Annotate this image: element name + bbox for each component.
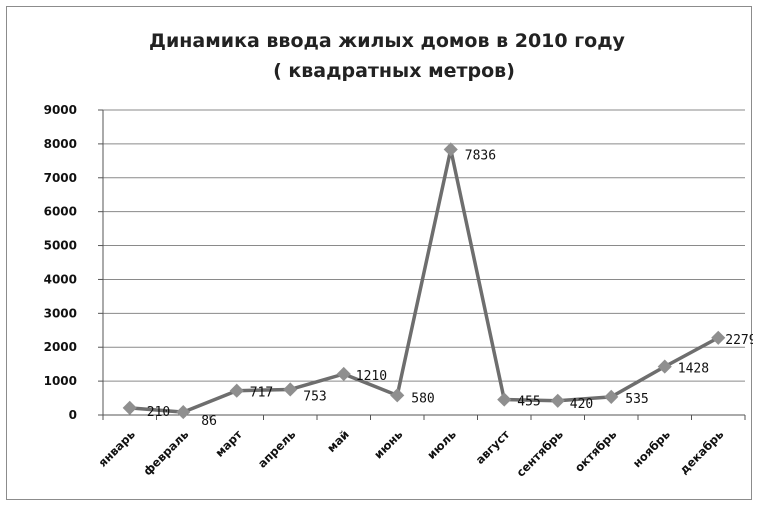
y-tick-label: 5000 bbox=[44, 239, 77, 253]
data-labels: 210 86 717 753 1210 580 7836 455 420 535 1428 2279 bbox=[147, 148, 753, 429]
data-point-marker bbox=[122, 400, 137, 415]
data-label: 455 bbox=[517, 395, 540, 410]
y-tick-label: 7000 bbox=[44, 171, 77, 185]
y-tick-label: 1000 bbox=[44, 374, 77, 388]
data-point-marker bbox=[176, 405, 191, 420]
data-markers bbox=[122, 142, 726, 420]
x-axis-tick-labels: январь февраль март апрель май июнь июль август… bbox=[96, 427, 727, 480]
data-label: 1428 bbox=[678, 362, 709, 377]
x-tick-label: ноябрь bbox=[630, 427, 673, 470]
data-label: 420 bbox=[570, 397, 593, 412]
data-point-marker bbox=[390, 388, 405, 403]
x-tick-label: февраль bbox=[140, 427, 191, 478]
data-label: 535 bbox=[625, 392, 648, 407]
y-tick-label: 9000 bbox=[44, 103, 77, 117]
x-tick-label: август bbox=[473, 427, 513, 467]
data-point-marker bbox=[283, 382, 298, 397]
y-tick-label: 2000 bbox=[44, 340, 77, 354]
data-label: 580 bbox=[411, 391, 434, 406]
data-point-marker bbox=[336, 366, 351, 382]
y-tick-label: 4000 bbox=[44, 272, 77, 286]
data-label: 1210 bbox=[356, 369, 387, 384]
y-tick-label: 3000 bbox=[44, 306, 77, 320]
y-axis-tick-labels: 0 1000 2000 3000 4000 5000 6000 7000 8000 9000 bbox=[44, 103, 77, 422]
data-label: 717 bbox=[250, 386, 273, 401]
data-point-marker bbox=[497, 392, 512, 407]
x-tick-label: октябрь bbox=[572, 427, 620, 475]
data-point-marker bbox=[604, 389, 619, 404]
x-tick-label: сентябрь bbox=[513, 427, 565, 479]
y-tick-label: 0 bbox=[69, 408, 77, 422]
x-tick-label: март bbox=[212, 427, 245, 460]
chart-frame: Динамика ввода жилых домов в 2010 году (… bbox=[6, 6, 753, 500]
y-tick-label: 6000 bbox=[44, 205, 77, 219]
axes bbox=[98, 109, 746, 420]
series-line-group bbox=[129, 147, 720, 414]
y-tick-label: 8000 bbox=[44, 137, 77, 151]
line-chart: Динамика ввода жилых домов в 2010 году (… bbox=[44, 30, 753, 480]
data-label: 753 bbox=[303, 389, 326, 404]
data-label: 2279 bbox=[725, 333, 753, 348]
data-point-marker bbox=[550, 393, 565, 408]
data-label: 86 bbox=[201, 414, 217, 429]
x-tick-label: декабрь bbox=[677, 427, 727, 477]
series-line bbox=[129, 147, 720, 414]
chart-title: Динамика ввода жилых домов в 2010 году bbox=[149, 30, 626, 52]
x-tick-label: июль bbox=[424, 427, 459, 462]
data-label: 7836 bbox=[465, 148, 496, 163]
x-tick-label: январь bbox=[96, 427, 138, 469]
x-tick-label: июнь bbox=[371, 427, 405, 461]
data-point-marker bbox=[711, 330, 726, 345]
data-label: 210 bbox=[147, 405, 170, 420]
gridlines bbox=[103, 109, 745, 382]
data-point-marker bbox=[229, 383, 244, 398]
x-tick-label: апрель bbox=[255, 427, 298, 470]
data-point-marker bbox=[443, 142, 458, 157]
x-tick-label: май bbox=[324, 427, 352, 455]
data-point-marker bbox=[657, 359, 672, 374]
chart-subtitle: ( квадратных метров) bbox=[273, 60, 515, 82]
